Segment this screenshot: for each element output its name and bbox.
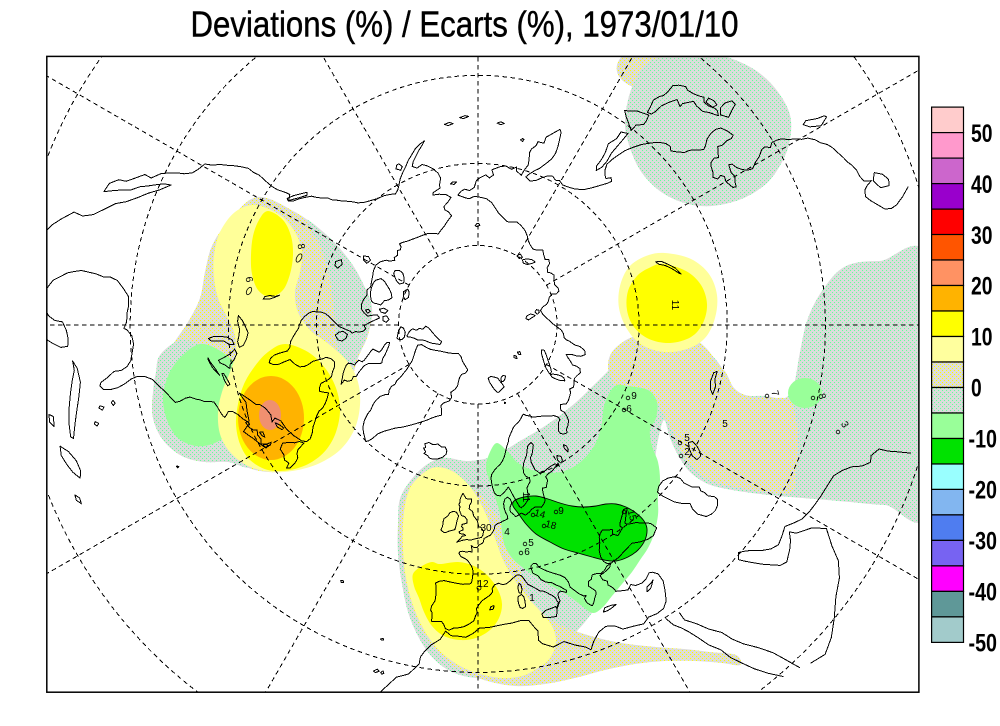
svg-text:-10: -10 [969, 426, 998, 454]
svg-text:50: 50 [971, 120, 993, 148]
svg-text:18: 18 [544, 519, 558, 533]
svg-text:6: 6 [243, 276, 255, 284]
svg-text:11: 11 [669, 300, 680, 311]
svg-text:40: 40 [971, 171, 993, 199]
svg-text:9: 9 [558, 506, 564, 517]
svg-text:11: 11 [520, 492, 531, 503]
svg-text:9: 9 [631, 391, 637, 402]
svg-text:4: 4 [504, 527, 510, 538]
svg-text:20: 20 [971, 273, 993, 301]
svg-text:30: 30 [971, 222, 993, 250]
svg-text:2: 2 [684, 447, 690, 458]
svg-text:30: 30 [480, 523, 492, 534]
svg-text:7: 7 [768, 389, 780, 398]
svg-text:6: 6 [626, 404, 632, 415]
svg-text:12: 12 [477, 579, 489, 590]
svg-text:0: 0 [971, 375, 982, 403]
svg-text:15: 15 [625, 509, 639, 523]
svg-text:-20: -20 [969, 477, 998, 505]
svg-text:14: 14 [533, 508, 547, 522]
svg-text:5: 5 [528, 538, 534, 549]
svg-text:5: 5 [684, 433, 690, 444]
svg-text:8: 8 [815, 392, 827, 401]
svg-text:8: 8 [295, 243, 307, 251]
svg-text:6: 6 [524, 547, 530, 558]
svg-text:-30: -30 [969, 528, 998, 556]
svg-text:5: 5 [722, 419, 728, 430]
svg-text:1: 1 [529, 593, 535, 604]
svg-text:-40: -40 [969, 579, 998, 607]
svg-text:10: 10 [971, 324, 993, 352]
svg-text:Deviations (%) / Ecarts (%), 1: Deviations (%) / Ecarts (%), 1973/01/10 [191, 3, 739, 44]
svg-text:3: 3 [838, 420, 851, 431]
svg-text:-50: -50 [969, 630, 998, 658]
